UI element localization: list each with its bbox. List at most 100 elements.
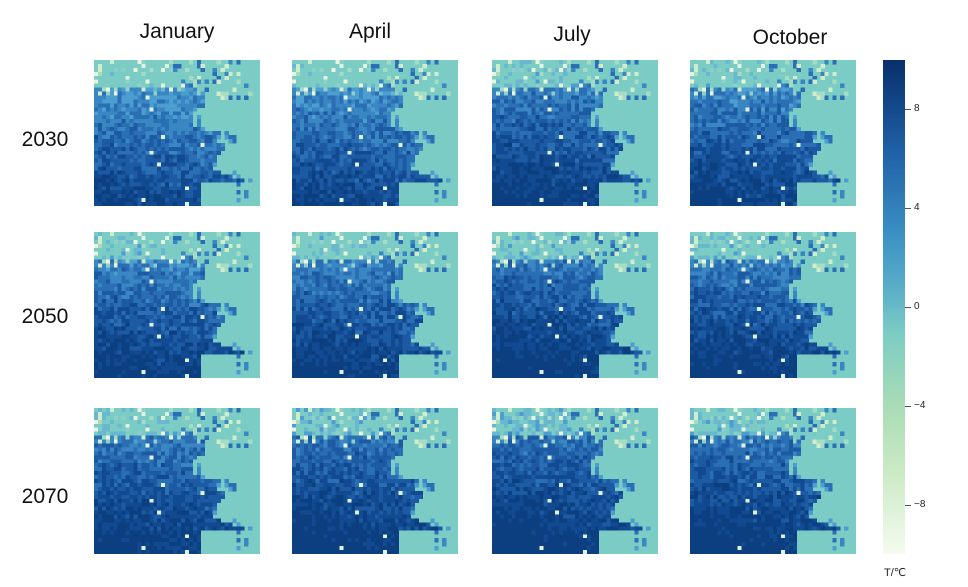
heatmap-cell: [299, 103, 305, 108]
heatmap-cell: [725, 95, 730, 100]
heatmap-cell: [129, 255, 134, 261]
heatmap-cell: [315, 202, 321, 206]
heatmap-cell: [575, 146, 580, 152]
heatmap-cell: [606, 142, 611, 148]
heatmap-cell: [499, 119, 505, 124]
heatmap-cell: [121, 232, 127, 237]
heatmap-cell: [626, 134, 631, 140]
heatmap-cell: [571, 166, 576, 171]
heatmap-cell: [145, 263, 150, 268]
heatmap-cell: [299, 162, 305, 167]
heatmap-cell: [101, 63, 107, 69]
heatmap-cell: [606, 150, 611, 156]
heatmap-cell: [543, 95, 548, 100]
heatmap-cell: [390, 186, 396, 191]
heatmap-cell: [228, 232, 233, 237]
heatmap-cell: [212, 79, 217, 85]
heatmap-cell: [113, 91, 119, 96]
heatmap-cell: [327, 127, 332, 132]
heatmap-cell: [390, 150, 396, 156]
heatmap-cell: [292, 142, 297, 148]
heatmap-cell: [507, 158, 513, 163]
heatmap-cell: [236, 251, 241, 257]
heatmap-cell: [717, 174, 723, 179]
heatmap-cell: [571, 119, 576, 124]
heatmap-cell: [145, 142, 150, 148]
heatmap-cell: [177, 95, 182, 100]
heatmap-cell: [307, 60, 313, 65]
heatmap-cell: [133, 314, 138, 320]
heatmap-cell: [765, 138, 770, 144]
heatmap-cell: [543, 202, 548, 206]
heatmap-cell: [729, 99, 734, 104]
heatmap-cell: [133, 295, 138, 300]
heatmap-cell: [406, 142, 411, 148]
heatmap-cell: [292, 91, 297, 96]
heatmap-cell: [515, 91, 521, 96]
heatmap-cell: [105, 259, 111, 264]
heatmap-cell: [133, 79, 138, 85]
heatmap-cell: [543, 170, 548, 175]
heatmap-cell: [232, 170, 237, 175]
heatmap-cell: [741, 63, 746, 69]
heatmap-cell: [824, 178, 829, 183]
heatmap-cell: [216, 60, 221, 65]
heatmap-cell: [105, 154, 111, 160]
heatmap-cell: [406, 170, 411, 175]
heatmap-cell: [105, 271, 111, 276]
heatmap-cell: [157, 95, 162, 100]
heatmap-cell: [414, 75, 419, 81]
heatmap-cell: [386, 190, 392, 195]
heatmap-cell: [729, 79, 734, 85]
heatmap-cell: [180, 131, 186, 136]
heatmap-cell: [816, 91, 821, 96]
heatmap-cell: [547, 107, 552, 112]
heatmap-cell: [519, 91, 525, 96]
heatmap-cell: [169, 123, 174, 128]
heatmap-cell: [299, 87, 305, 92]
heatmap-cell: [169, 291, 174, 296]
heatmap-cell: [97, 287, 103, 292]
heatmap-cell: [212, 131, 217, 136]
heatmap-cell: [382, 202, 388, 206]
heatmap-cell: [705, 67, 711, 73]
heatmap-cell: [335, 158, 340, 163]
heatmap-cell: [216, 79, 221, 85]
heatmap-cell: [378, 138, 384, 144]
heatmap-cell: [519, 194, 525, 199]
heatmap-cell: [515, 134, 521, 140]
heatmap-cell: [555, 190, 560, 195]
heatmap-cell: [697, 178, 703, 183]
heatmap-cell: [590, 83, 596, 89]
heatmap-cell: [582, 190, 588, 195]
heatmap-cell: [602, 166, 608, 171]
heatmap-cell: [547, 194, 552, 199]
heatmap-cell: [129, 170, 134, 175]
heatmap-cell: [492, 79, 497, 85]
heatmap-cell: [157, 318, 162, 324]
heatmap-cell: [776, 170, 782, 175]
heatmap-cell: [220, 174, 225, 179]
heatmap-cell: [788, 107, 794, 112]
heatmap-cell: [402, 79, 408, 85]
heatmap-cell: [311, 131, 317, 136]
heatmap-cell: [721, 79, 726, 85]
heatmap-cell: [523, 166, 528, 171]
heatmap-cell: [133, 127, 138, 132]
heatmap-cell: [749, 103, 754, 108]
heatmap-cell: [196, 79, 202, 85]
heatmap-cell: [292, 103, 297, 108]
heatmap-cell: [784, 170, 790, 175]
heatmap-cell: [121, 111, 127, 116]
heatmap-cell: [741, 107, 746, 112]
heatmap-cell: [196, 119, 202, 124]
heatmap-cell: [503, 95, 509, 100]
heatmap-cell: [109, 107, 115, 112]
heatmap-cell: [382, 83, 388, 89]
heatmap-cell: [523, 107, 528, 112]
heatmap-cell: [180, 306, 186, 312]
heatmap-cell: [495, 154, 501, 160]
heatmap-cell: [559, 202, 564, 206]
heatmap-cell: [492, 178, 497, 183]
heatmap-cell: [721, 150, 726, 156]
